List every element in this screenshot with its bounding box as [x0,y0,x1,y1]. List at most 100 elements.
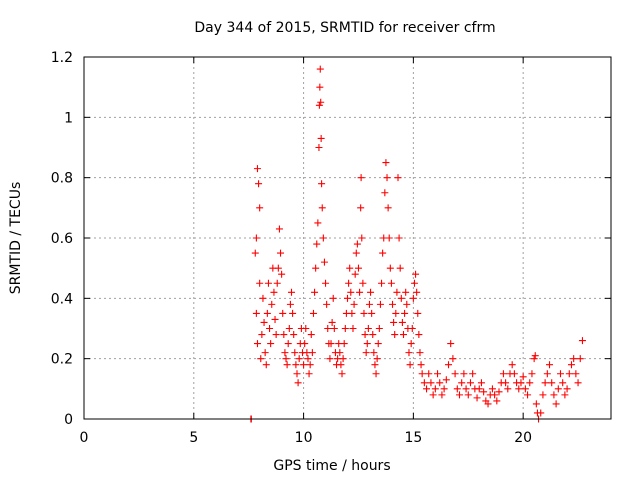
data-point [289,309,297,317]
data-point [295,355,303,363]
data-point [464,391,472,399]
data-point [495,388,503,396]
data-point [270,288,278,296]
data-point [546,361,554,369]
data-point [554,385,562,393]
data-point [565,370,573,378]
data-point [407,340,415,348]
data-point [291,349,299,357]
data-point [252,234,260,242]
axis-ticks: 0 5 10 15 20 0 0.2 0.4 0.6 0.8 1 1.2 [51,50,611,446]
data-point [360,309,368,317]
data-point [462,385,470,393]
data-point [318,180,326,188]
data-point [416,349,424,357]
data-point [405,349,413,357]
data-point [275,225,283,233]
data-point [559,379,567,387]
data-point [455,391,463,399]
data-point [281,349,289,357]
data-point [278,270,286,278]
data-point [453,385,461,393]
data-point [373,355,381,363]
data-point [328,318,336,326]
data-point [541,379,549,387]
data-point [338,370,346,378]
data-point [252,309,260,317]
data-point [438,391,446,399]
data-point [307,331,315,339]
data-point [251,249,259,257]
data-point [357,204,365,212]
data-point [381,189,389,197]
data-point [253,165,261,173]
data-point [305,370,313,378]
grid [84,57,611,419]
data-point [449,355,457,363]
chart-title: Day 344 of 2015, SRMTID for receiver cfr… [194,20,495,36]
data-point [317,98,325,106]
data-point [255,180,263,188]
data-point [408,325,416,332]
data-point [260,318,268,326]
data-point [578,337,586,345]
data-point [301,340,309,348]
data-point [369,331,377,339]
data-point [365,300,373,308]
data-point [431,385,439,393]
data-point [561,391,569,399]
data-point [572,370,580,378]
data-point [502,379,510,387]
data-point [499,370,507,378]
data-point [434,370,442,378]
data-point [531,352,539,360]
data-point [440,385,448,393]
data-point [401,309,409,317]
data-point [262,361,270,369]
data-point [556,370,564,378]
data-point [330,325,338,332]
data-point [259,294,267,302]
data-point [359,279,367,287]
data-point [491,391,499,399]
data-point [312,264,320,272]
data-point [256,279,264,287]
data-point [274,264,282,272]
data-point [521,385,529,393]
data-point [316,65,324,73]
data-point [393,288,401,296]
data-point [362,349,370,357]
data-point [418,370,426,378]
data-point [326,355,334,363]
data-point [429,391,437,399]
data-point [344,294,351,302]
data-point [319,234,327,242]
data-point [280,331,288,339]
data-point [257,355,265,363]
data-point [567,361,575,369]
y-tick-label: 0.8 [51,171,73,187]
data-point [386,264,394,272]
data-point [308,349,316,357]
data-point [488,385,496,393]
data-point [574,379,582,387]
data-point [375,325,383,332]
data-point [256,204,264,212]
data-point [552,400,560,408]
data-point [394,174,402,182]
data-point [284,340,292,348]
data-point [543,370,551,378]
data-point [548,379,556,387]
data-point [263,309,271,317]
data-point [396,264,404,272]
data-point [311,288,319,296]
data-point [403,300,411,308]
y-tick-label: 1.2 [51,50,73,66]
x-tick-label: 5 [189,430,198,446]
data-point [412,270,420,278]
data-point [337,361,345,369]
data-point [286,300,294,308]
data-point [272,331,280,339]
data-point [267,340,275,348]
